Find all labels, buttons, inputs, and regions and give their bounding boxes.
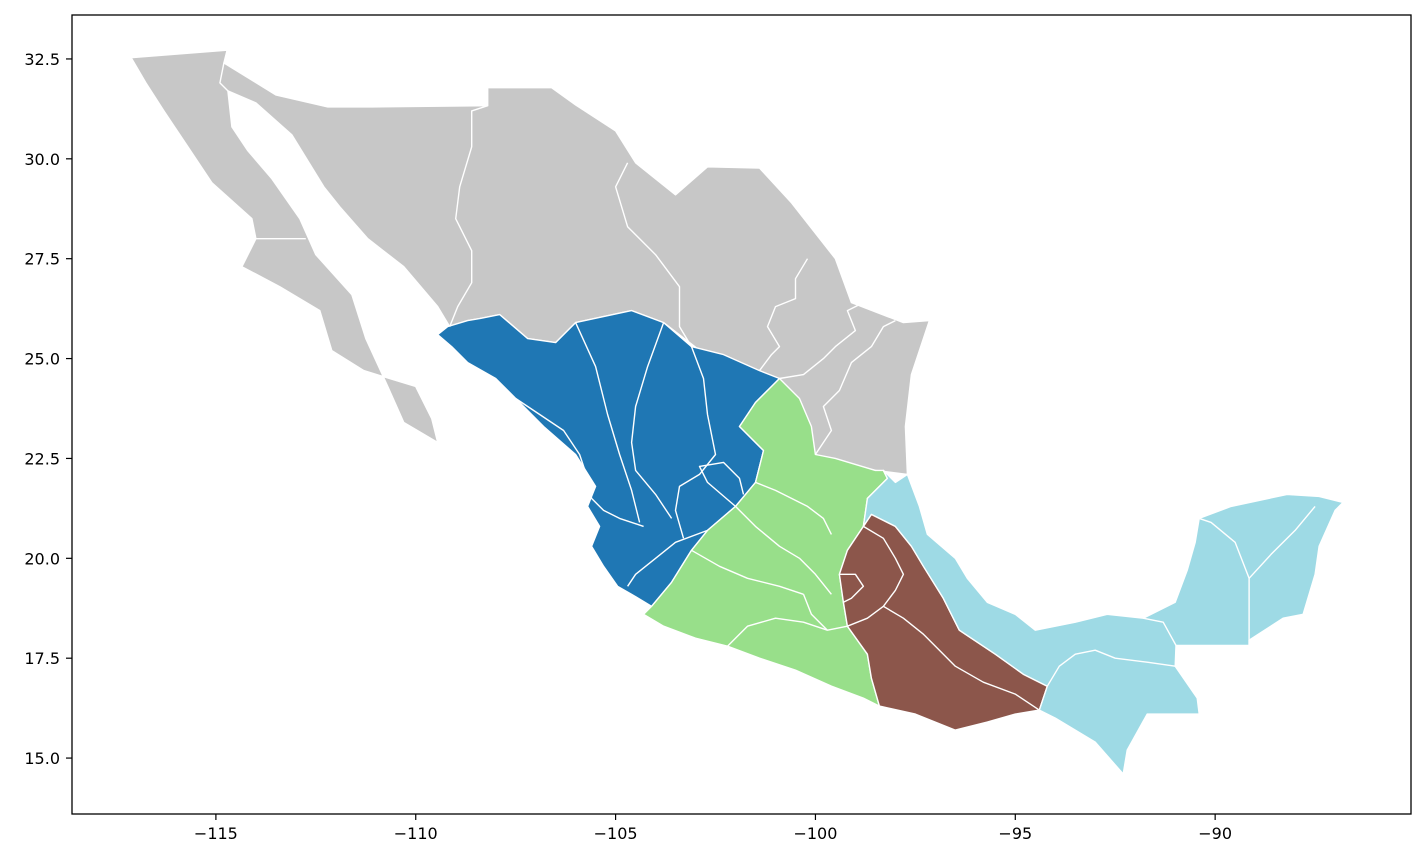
axes-frame — [71, 14, 1412, 815]
y-tick-label: 15.0 — [24, 749, 60, 768]
state-boundary-line — [847, 525, 905, 627]
x-tick-label: −90 — [1198, 824, 1232, 843]
y-tick-label: 20.0 — [24, 549, 60, 568]
state-boundary-line — [515, 397, 644, 528]
state-boundary-line — [1143, 617, 1177, 646]
state-boundary-line — [779, 301, 864, 380]
y-tick-label: 17.5 — [24, 649, 60, 668]
state-boundary-line — [758, 258, 809, 372]
state-boundary-line — [614, 162, 693, 347]
x-tick-label: −115 — [194, 824, 238, 843]
state-boundary-line — [755, 481, 833, 535]
state-boundary-line — [727, 617, 848, 647]
state-boundary-line — [883, 605, 1040, 711]
y-axis: 15.0 17.5 20.0 22.5 25.0 27.5 30.0 32.5 — [24, 50, 72, 768]
y-tick-label: 32.5 — [24, 50, 60, 69]
region-boundaries — [219, 62, 1316, 711]
state-boundary-line — [1248, 505, 1316, 579]
region-central — [642, 377, 889, 707]
y-tick-label: 30.0 — [24, 150, 60, 169]
state-boundary-line — [627, 529, 708, 587]
state-boundary-line — [219, 62, 229, 92]
state-boundary-line — [574, 322, 641, 523]
state-boundary-line — [1198, 517, 1250, 646]
map-regions — [130, 49, 1344, 775]
x-tick-label: −105 — [594, 824, 638, 843]
state-boundary-line — [1046, 649, 1176, 687]
y-tick-label: 25.0 — [24, 350, 60, 369]
x-tick-label: −110 — [394, 824, 438, 843]
state-boundary-line — [630, 322, 673, 519]
state-boundary-line — [691, 549, 804, 595]
state-boundary-line — [802, 594, 828, 631]
x-tick-label: −95 — [998, 824, 1032, 843]
x-axis: −115 −110 −105 −100 −95 −90 — [194, 814, 1232, 843]
state-boundary-line — [814, 319, 896, 455]
y-tick-label: 27.5 — [24, 250, 60, 269]
state-boundary-line — [449, 105, 488, 327]
state-boundary-line — [698, 461, 745, 507]
state-boundary-line — [839, 573, 865, 603]
x-tick-label: −100 — [793, 824, 837, 843]
y-tick-label: 22.5 — [24, 449, 60, 468]
state-boundary-line — [735, 505, 832, 595]
